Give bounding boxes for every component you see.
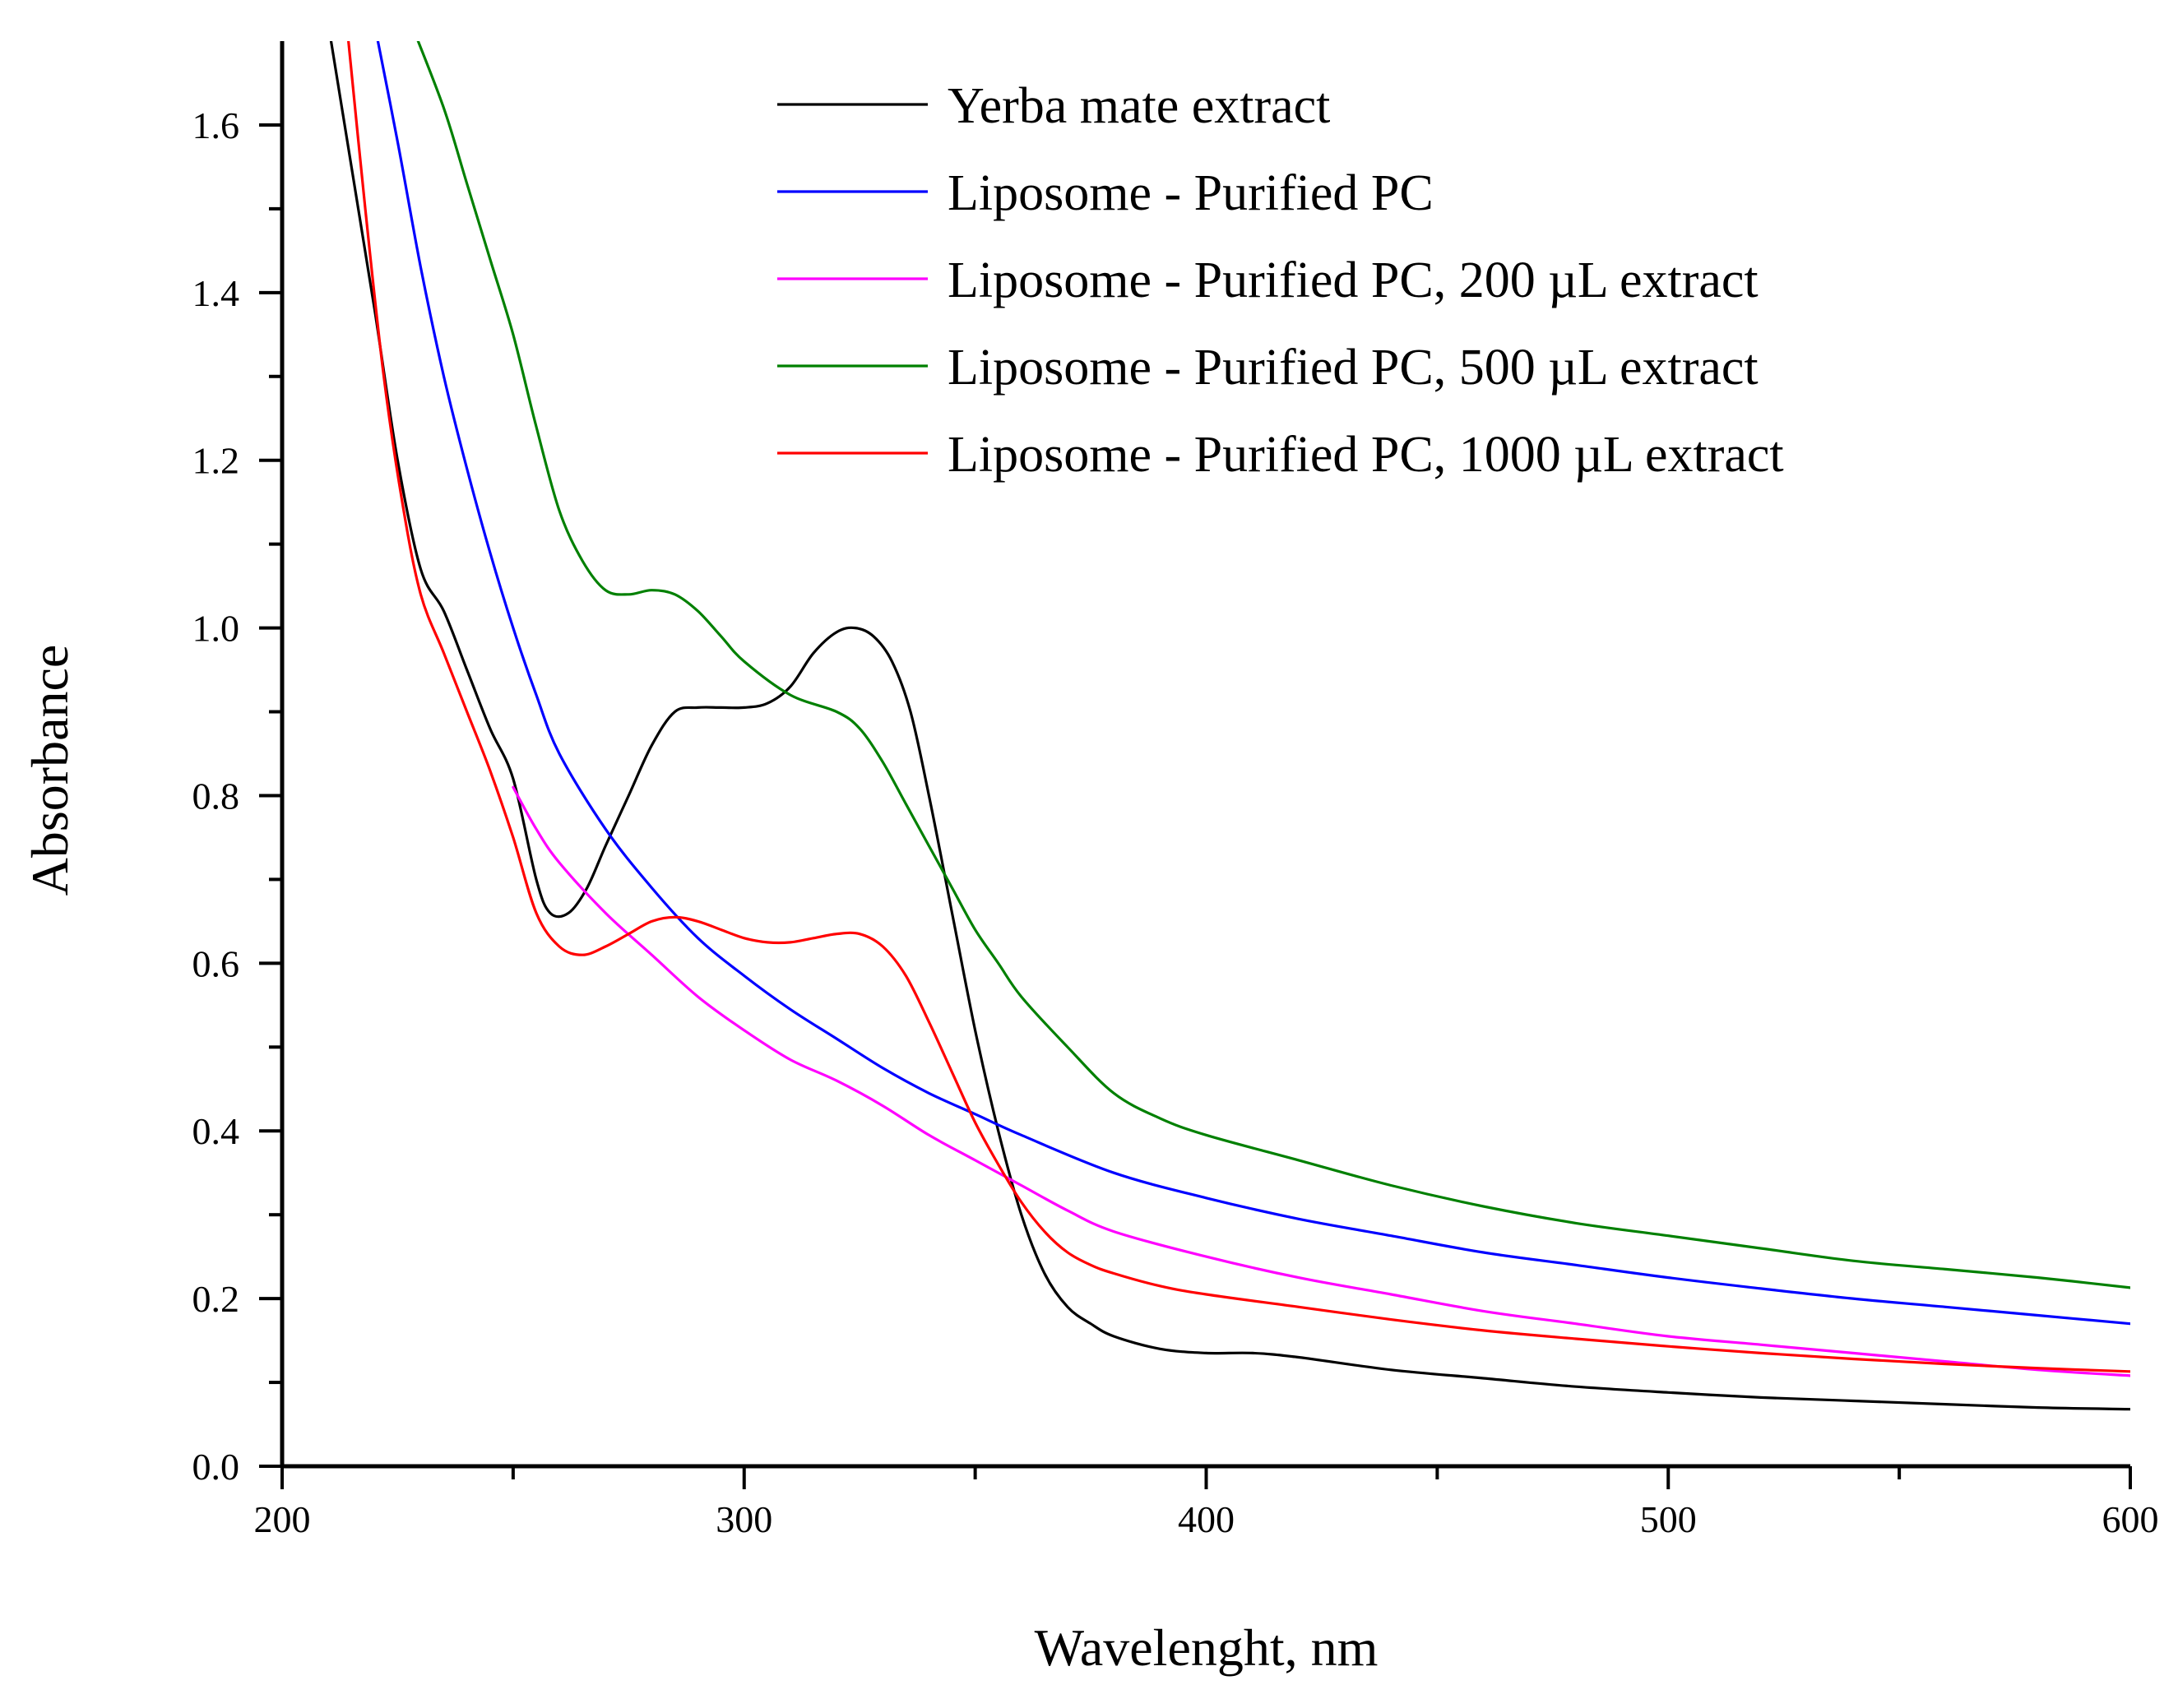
legend-label-5: Liposome - Purified PC, 1000 µL extract [948, 427, 1784, 483]
legend-label-4: Liposome - Purified PC, 500 µL extract [948, 340, 1759, 396]
ticks: 200 300 400 500 600 0.0 0.2 0.4 0.6 0.8 1.0 1.2 1.4 1… [192, 104, 2159, 1540]
legend-label-3: Liposome - Purified PC, 200 µL extract [948, 252, 1759, 308]
series-line-4 [416, 41, 2130, 1289]
legend: Yerba mate extract Liposome - Purified PC… [777, 78, 1784, 483]
series-line-3 [512, 785, 2130, 1377]
series-line-1 [329, 41, 2130, 1411]
y-tick-label: 1.6 [192, 104, 240, 146]
x-tick-label: 200 [254, 1498, 311, 1540]
y-tick-label: 0.6 [192, 942, 240, 984]
legend-label-2: Liposome - Purified PC [948, 165, 1434, 221]
x-tick-label: 600 [2102, 1498, 2159, 1540]
y-tick-label: 1.4 [192, 272, 240, 314]
y-tick-label: 0.0 [192, 1446, 240, 1488]
legend-label-1: Yerba mate extract [948, 78, 1330, 134]
y-tick-label: 1.2 [192, 440, 240, 482]
y-tick-label: 0.4 [192, 1110, 240, 1152]
x-tick-label: 300 [716, 1498, 772, 1540]
x-axis-title: Wavelenght, nm [1035, 1618, 1379, 1677]
y-tick-label: 1.0 [192, 608, 240, 650]
series-layer [329, 41, 2130, 1411]
x-tick-label: 500 [1640, 1498, 1697, 1540]
y-tick-label: 0.2 [192, 1278, 240, 1320]
series-line-2 [376, 41, 2130, 1326]
x-tick-label: 400 [1178, 1498, 1235, 1540]
series-line-5 [347, 41, 2130, 1373]
y-tick-label: 0.8 [192, 775, 240, 817]
y-axis-title: Absorbance [21, 645, 79, 896]
